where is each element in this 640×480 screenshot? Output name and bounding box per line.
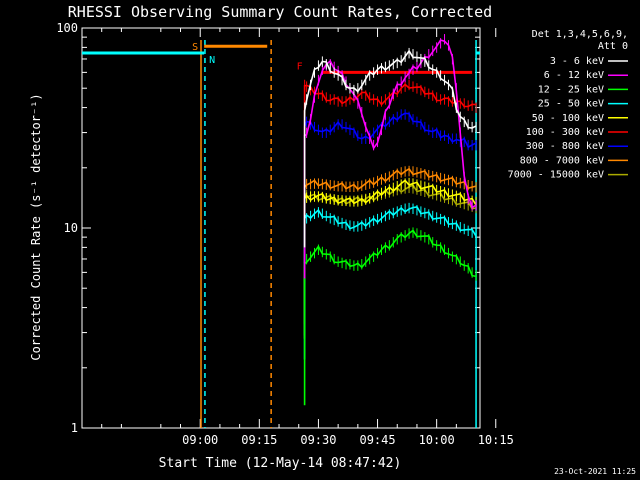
legend-label: 3 - 6 keV [550,56,604,67]
annotation-n: N [209,55,215,66]
series-line-7 [303,167,477,325]
annotation-s: S [192,42,198,53]
series-line-5 [303,83,477,225]
legend-label: 800 - 7000 keV [520,155,604,166]
x-tick-label: 10:15 [478,433,514,447]
series-line-6 [303,112,477,265]
x-tick-label: 09:30 [300,433,336,447]
legend-label: 300 - 800 keV [526,141,604,152]
series-line-2 [303,229,477,406]
x-tick-label: 09:00 [182,433,218,447]
x-tick-label: 09:15 [241,433,277,447]
series-line-4 [303,179,477,339]
y-axis-label: Corrected Count Rate (s⁻¹ detector⁻¹) [29,93,43,360]
series-line-3 [303,206,477,360]
annotation-f: F [297,61,303,72]
legend-label: 7000 - 15000 keV [508,170,604,181]
legend-label: 25 - 50 keV [538,99,604,110]
legend-label: 50 - 100 keV [532,113,604,124]
timestamp: 23-Oct-2021 11:25 [554,467,636,476]
x-tick-label: 10:00 [419,433,455,447]
legend-header: Att 0 [598,41,628,52]
legend-label: 6 - 12 keV [544,70,604,81]
series-line-1 [303,39,477,279]
series-line-8 [303,184,477,336]
y-tick-label: 1 [71,421,78,435]
legend-label: 12 - 25 keV [538,84,604,95]
x-tick-label: 09:45 [359,433,395,447]
legend-header: Det 1,3,4,5,6,9, [532,29,628,40]
legend-label: 100 - 300 keV [526,127,604,138]
y-tick-label: 100 [56,21,78,35]
x-axis-label: Start Time (12-May-14 08:47:42) [159,456,402,471]
plot-frame [81,27,481,429]
chart-title: RHESSI Observing Summary Count Rates, Co… [68,3,492,21]
y-tick-label: 10 [64,221,78,235]
series-line-0 [303,49,477,248]
